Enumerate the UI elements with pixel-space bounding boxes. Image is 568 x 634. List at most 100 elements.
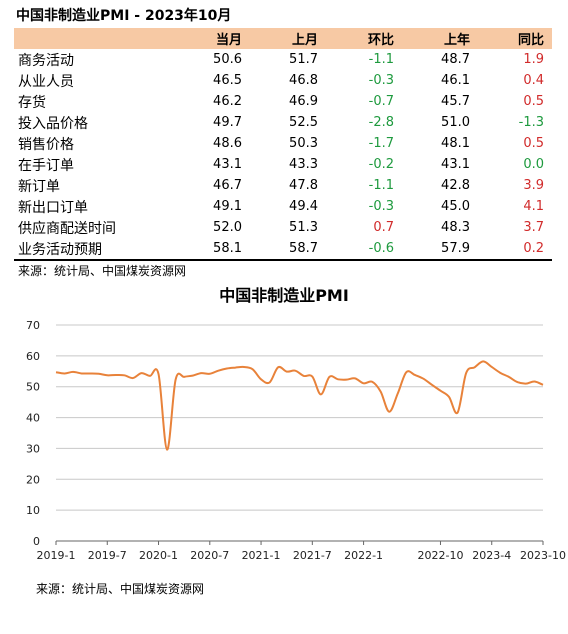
x-tick-label: 2019-7 [88,549,127,562]
mom-cell: -1.1 [368,52,394,67]
data-point [473,366,476,369]
indicator-cell: 新订单 [18,178,60,195]
data-point [131,377,134,380]
yoy-cell: 0.5 [523,136,544,151]
x-tick-label: 2023-10 [520,549,566,562]
data-point [319,393,322,396]
data-point [80,372,83,375]
yoy-cell: 0.0 [523,157,544,172]
data-point [499,371,502,374]
yoy-cell: 1.9 [523,52,544,67]
data-point [413,373,416,376]
chart-source: 来源：统计局、中国煤炭资源网 [36,582,205,596]
data-point [379,390,382,393]
data-point [456,411,459,414]
table-row: 商务活动 50.6 51.7 -1.1 48.7 1.9 [14,49,552,70]
previous-cell: 58.7 [250,238,326,261]
data-point [362,382,365,385]
current-cell: 46.5 [213,73,242,88]
previous-cell: 52.5 [289,115,318,130]
data-point [97,372,100,375]
data-point [294,369,297,372]
data-point [242,365,245,368]
y-tick-label: 30 [26,442,40,455]
current-cell: 58.1 [174,238,250,261]
previous-cell: 51.7 [289,52,318,67]
mom-cell: -1.7 [368,136,394,151]
current-cell: 46.7 [213,178,242,193]
current-cell: 50.6 [213,52,242,67]
table-row: 新订单 46.7 47.8 -1.1 42.8 3.9 [14,175,552,196]
header-last-year: 上年 [402,28,478,49]
data-point [439,389,442,392]
current-cell: 49.7 [213,115,242,130]
table-row: 新出口订单 49.1 49.4 -0.3 45.0 4.1 [14,196,552,217]
previous-cell: 50.3 [289,136,318,151]
mom-cell: -0.3 [368,73,394,88]
data-point [148,374,151,377]
yoy-cell: 4.1 [523,199,544,214]
chart-title: 中国非制造业PMI [219,286,349,305]
data-point [140,372,143,375]
data-point [311,375,314,378]
y-tick-label: 20 [26,473,40,486]
last-year-cell: 48.7 [441,52,470,67]
table-source: 来源：统计局、中国煤炭资源网 [18,264,187,278]
table-header-row: 当月 上月 环比 上年 同比 [14,28,552,49]
previous-cell: 51.3 [289,220,318,235]
data-point [328,375,331,378]
data-point [157,373,160,376]
table-row: 投入品价格 49.7 52.5 -2.8 51.0 -1.3 [14,112,552,133]
current-cell: 48.6 [213,136,242,151]
data-point [507,375,510,378]
x-tick-label: 2021-7 [293,549,332,562]
data-point [345,378,348,381]
data-point [217,369,220,372]
yoy-cell: 0.4 [523,73,544,88]
data-point [388,410,391,413]
data-point [106,374,109,377]
data-point [114,373,117,376]
yoy-cell: 3.9 [523,178,544,193]
data-point [465,372,468,375]
mom-cell: -0.7 [368,94,394,109]
header-yoy: 同比 [478,28,552,49]
mom-cell: -0.3 [368,199,394,214]
indicator-cell: 存货 [18,94,46,111]
data-point [260,378,263,381]
data-point [516,381,519,384]
yoy-cell: 0.5 [523,94,544,109]
pmi-table-panel: 中国非制造业PMI - 2023年10月 当月 上月 环比 上年 同比 商务活动… [14,4,552,261]
table-row: 在手订单 43.1 43.3 -0.2 43.1 0.0 [14,154,552,175]
table-row: 从业人员 46.5 46.8 -0.3 46.1 0.4 [14,70,552,91]
previous-cell: 46.8 [289,73,318,88]
yoy-cell: -1.3 [518,115,544,130]
data-point [72,370,75,373]
table-title: 中国非制造业PMI - 2023年10月 [16,8,232,24]
data-point [55,371,58,374]
indicator-cell: 商务活动 [18,52,74,69]
data-point [524,382,527,385]
current-cell: 52.0 [213,220,242,235]
current-cell: 46.2 [213,94,242,109]
pmi-table: 当月 上月 环比 上年 同比 商务活动 50.6 51.7 -1.1 48.7 1.9 从业… [14,28,552,261]
last-year-cell: 45.0 [441,199,470,214]
x-tick-label: 2022-10 [417,549,463,562]
data-point [200,372,203,375]
data-point [89,372,92,375]
last-year-cell: 43.1 [441,157,470,172]
indicator-cell: 供应商配送时间 [18,220,116,237]
data-point [208,372,211,375]
x-tick-label: 2022-1 [344,549,383,562]
data-point [277,366,280,369]
data-point [482,360,485,363]
data-point [174,378,177,381]
table-row: 销售价格 48.6 50.3 -1.7 48.1 0.5 [14,133,552,154]
data-point [354,377,357,380]
last-year-cell: 48.3 [441,220,470,235]
mom-cell: -1.1 [368,178,394,193]
last-year-cell: 45.7 [441,94,470,109]
last-year-cell: 46.1 [441,73,470,88]
data-point [533,380,536,383]
